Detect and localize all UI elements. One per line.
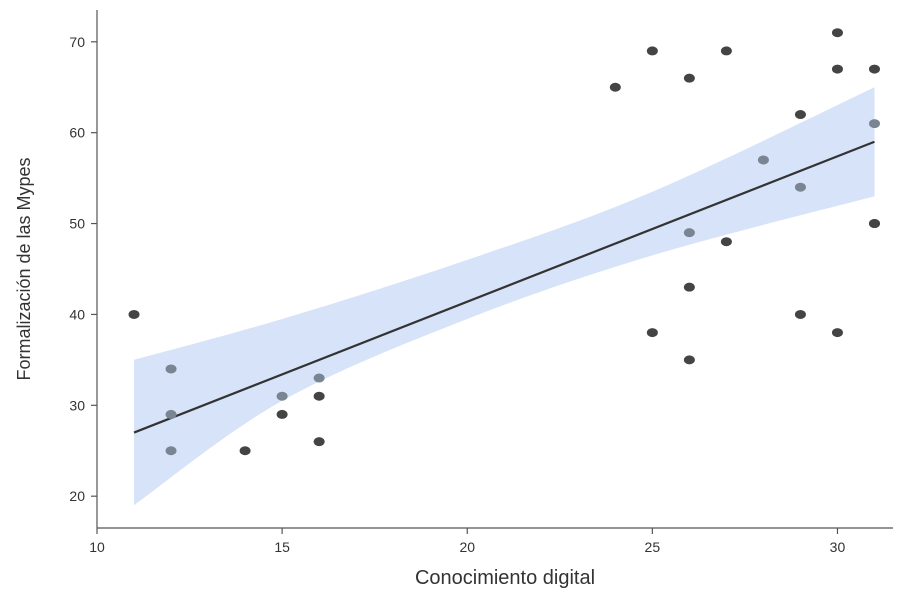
- regression-line: [133, 140, 875, 434]
- y-tick-label: 50: [69, 216, 85, 232]
- data-point: [165, 364, 177, 374]
- data-point: [868, 119, 880, 129]
- data-point: [313, 437, 325, 447]
- data-point: [683, 73, 695, 83]
- y-tick-label: 30: [69, 397, 85, 413]
- data-point: [794, 309, 806, 319]
- data-point: [831, 328, 843, 338]
- y-tick-label: 20: [69, 488, 85, 504]
- y-tick-label: 40: [69, 306, 85, 322]
- axes-layer: 10 15 20 25 30 20 30 40 50 60 70: [69, 10, 893, 555]
- data-point: [239, 446, 251, 456]
- data-point: [794, 110, 806, 120]
- fit-line-layer: [133, 140, 875, 434]
- data-point: [313, 391, 325, 401]
- data-point: [831, 28, 843, 38]
- x-tick-label: 10: [89, 539, 105, 555]
- data-point: [868, 64, 880, 74]
- data-point: [313, 373, 325, 383]
- confidence-band-layer: [134, 87, 875, 506]
- x-tick-label: 30: [830, 539, 846, 555]
- data-point: [683, 228, 695, 238]
- confidence-band: [134, 87, 875, 506]
- y-tick-label: 70: [69, 34, 85, 50]
- data-point: [646, 46, 658, 56]
- x-tick-label: 20: [459, 539, 475, 555]
- data-point: [868, 219, 880, 229]
- data-point: [757, 155, 769, 165]
- data-point: [794, 182, 806, 192]
- y-axis-title: Formalización de las Mypes: [14, 157, 34, 380]
- data-point: [276, 409, 288, 419]
- data-point: [831, 64, 843, 74]
- y-tick-label: 60: [69, 125, 85, 141]
- data-point: [683, 282, 695, 292]
- data-point: [683, 355, 695, 365]
- data-point: [165, 409, 177, 419]
- data-point: [720, 237, 732, 247]
- points-layer: [128, 28, 880, 456]
- data-point: [165, 446, 177, 456]
- data-point: [609, 82, 621, 92]
- data-point: [720, 46, 732, 56]
- x-axis-title: Conocimiento digital: [415, 567, 595, 589]
- data-point: [646, 328, 658, 338]
- x-tick-label: 25: [645, 539, 661, 555]
- data-point: [276, 391, 288, 401]
- x-tick-label: 15: [274, 539, 290, 555]
- data-point: [128, 309, 140, 319]
